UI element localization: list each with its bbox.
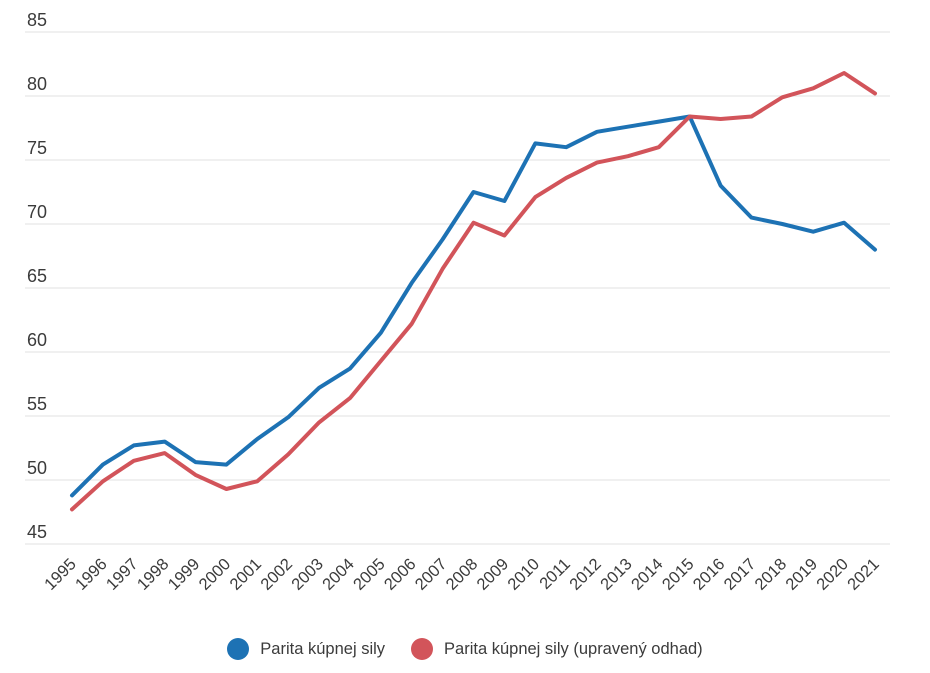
x-axis-tick-1997: 1997	[103, 555, 142, 594]
x-axis-tick-2002: 2002	[257, 555, 296, 594]
x-axis-tick-2012: 2012	[566, 555, 605, 594]
x-axis-tick-2018: 2018	[751, 555, 790, 594]
y-axis-tick-60: 60	[27, 330, 47, 350]
x-axis-tick-2017: 2017	[721, 555, 760, 594]
x-axis-tick-2005: 2005	[350, 555, 389, 594]
x-axis-tick-1999: 1999	[165, 555, 204, 594]
x-axis-tick-2019: 2019	[782, 555, 821, 594]
x-axis-tick-2001: 2001	[226, 555, 265, 594]
series-line-1	[70, 71, 877, 512]
x-axis-tick-2007: 2007	[412, 555, 451, 594]
y-axis-tick-50: 50	[27, 458, 47, 478]
x-axis-tick-2009: 2009	[474, 555, 513, 594]
y-axis-tick-45: 45	[27, 522, 47, 542]
x-axis-tick-2000: 2000	[196, 555, 235, 594]
legend-item-0: Parita kúpnej sily	[227, 638, 385, 660]
x-axis-tick-1995: 1995	[41, 555, 80, 594]
x-axis-tick-2011: 2011	[536, 555, 574, 593]
x-axis-tick-2003: 2003	[288, 555, 327, 594]
x-axis-tick-1996: 1996	[72, 555, 111, 594]
x-axis-tick-2010: 2010	[504, 555, 543, 594]
y-axis-tick-75: 75	[27, 138, 47, 158]
y-axis-tick-70: 70	[27, 202, 47, 222]
y-axis-tick-80: 80	[27, 74, 47, 94]
legend-item-1: Parita kúpnej sily (upravený odhad)	[411, 638, 703, 660]
legend-label-0: Parita kúpnej sily	[260, 639, 386, 658]
x-axis-tick-2013: 2013	[597, 555, 636, 594]
x-axis-tick-2015: 2015	[659, 555, 698, 594]
y-axis-tick-65: 65	[27, 266, 47, 286]
legend-dot-icon-0	[227, 638, 250, 660]
x-axis-tick-2008: 2008	[443, 555, 482, 594]
series-line-0	[70, 114, 877, 498]
legend-label-1: Parita kúpnej sily (upravený odhad)	[444, 639, 703, 658]
legend-dot-icon-1	[411, 638, 434, 660]
x-axis-tick-2021: 2021	[844, 555, 883, 594]
x-axis-tick-2006: 2006	[381, 555, 420, 594]
y-axis-tick-85: 85	[27, 10, 47, 30]
x-axis-tick-2020: 2020	[813, 555, 852, 594]
x-axis-tick-2016: 2016	[690, 555, 729, 594]
chart-svg: 4550556065707580851995199619971998199920…	[25, 10, 890, 594]
chart-legend: Parita kúpnej sily Parita kúpnej sily (up…	[0, 632, 930, 666]
x-axis-tick-1998: 1998	[134, 555, 173, 594]
y-axis-tick-55: 55	[27, 394, 47, 414]
x-axis-tick-2014: 2014	[628, 555, 667, 594]
x-axis-tick-2004: 2004	[319, 555, 358, 594]
